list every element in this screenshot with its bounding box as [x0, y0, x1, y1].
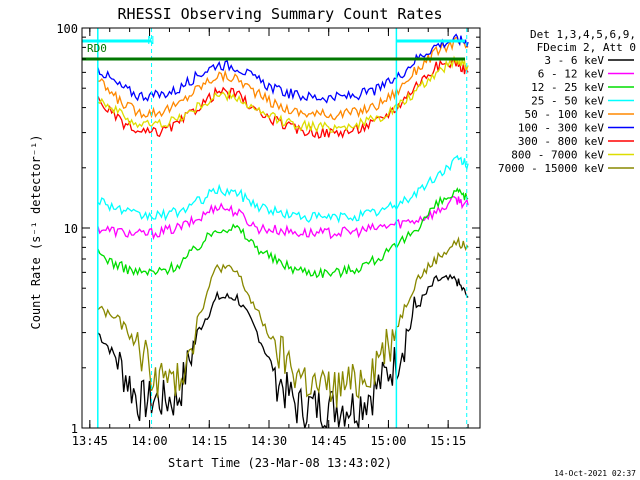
- legend-entry-label: 50 - 100 keV: [525, 108, 605, 121]
- x-tick-label: 13:45: [72, 434, 108, 448]
- y-axis-label: Count Rate (s⁻¹ detector⁻¹): [29, 134, 43, 329]
- series-line: [97, 33, 469, 104]
- series-line: [97, 195, 469, 241]
- x-tick-label: 14:00: [131, 434, 167, 448]
- chart-title: RHESSI Observing Summary Count Rates: [117, 5, 442, 23]
- flag-label-rd0: RD0: [87, 42, 107, 55]
- legend-header-line-1: Det 1,3,4,5,6,9,: [530, 28, 636, 41]
- axes-layer: 1 10 100 13:45 14:00 14:15 14:30 14:45 15:00 15:1…: [56, 22, 481, 448]
- legend-entry-label: 12 - 25 keV: [531, 81, 604, 94]
- series-line: [97, 58, 469, 139]
- series-line: [97, 273, 469, 428]
- legend-entry-label: 3 - 6 keV: [544, 54, 604, 67]
- y-tick-label: 1: [71, 422, 78, 436]
- x-axis-label: Start Time (23-Mar-08 13:43:02): [168, 456, 392, 470]
- y-tick-label: 100: [56, 22, 78, 36]
- series-line: [97, 236, 469, 408]
- plot-layer: RD0 N: [82, 28, 469, 428]
- flag-label-n: N: [148, 34, 155, 47]
- legend-entry-label: 6 - 12 keV: [538, 68, 605, 81]
- series-line: [97, 36, 469, 121]
- x-tick-label: 15:15: [430, 434, 466, 448]
- y-tick-label: 10: [64, 222, 78, 236]
- legend-header-line-2: FDecim 2, Att 0: [537, 41, 636, 54]
- x-tick-label: 15:00: [370, 434, 406, 448]
- x-tick-label: 14:30: [251, 434, 287, 448]
- legend-entry-label: 800 - 7000 keV: [511, 149, 604, 162]
- legend: Det 1,3,4,5,6,9, FDecim 2, Att 0 3 - 6 k…: [498, 28, 636, 175]
- series-line: [97, 55, 469, 133]
- legend-entry-label: 300 - 800 keV: [518, 135, 604, 148]
- legend-entry-label: 100 - 300 keV: [518, 122, 604, 135]
- footer-date: 14-Oct-2021 02:37: [554, 469, 636, 478]
- plot-area: RD0 N: [82, 28, 469, 428]
- legend-entry-label: 25 - 50 keV: [531, 95, 604, 108]
- series-line: [97, 187, 469, 279]
- x-tick-label: 14:45: [311, 434, 347, 448]
- x-tick-label: 14:15: [191, 434, 227, 448]
- legend-entry-label: 7000 - 15000 keV: [498, 162, 604, 175]
- series-line: [97, 154, 469, 224]
